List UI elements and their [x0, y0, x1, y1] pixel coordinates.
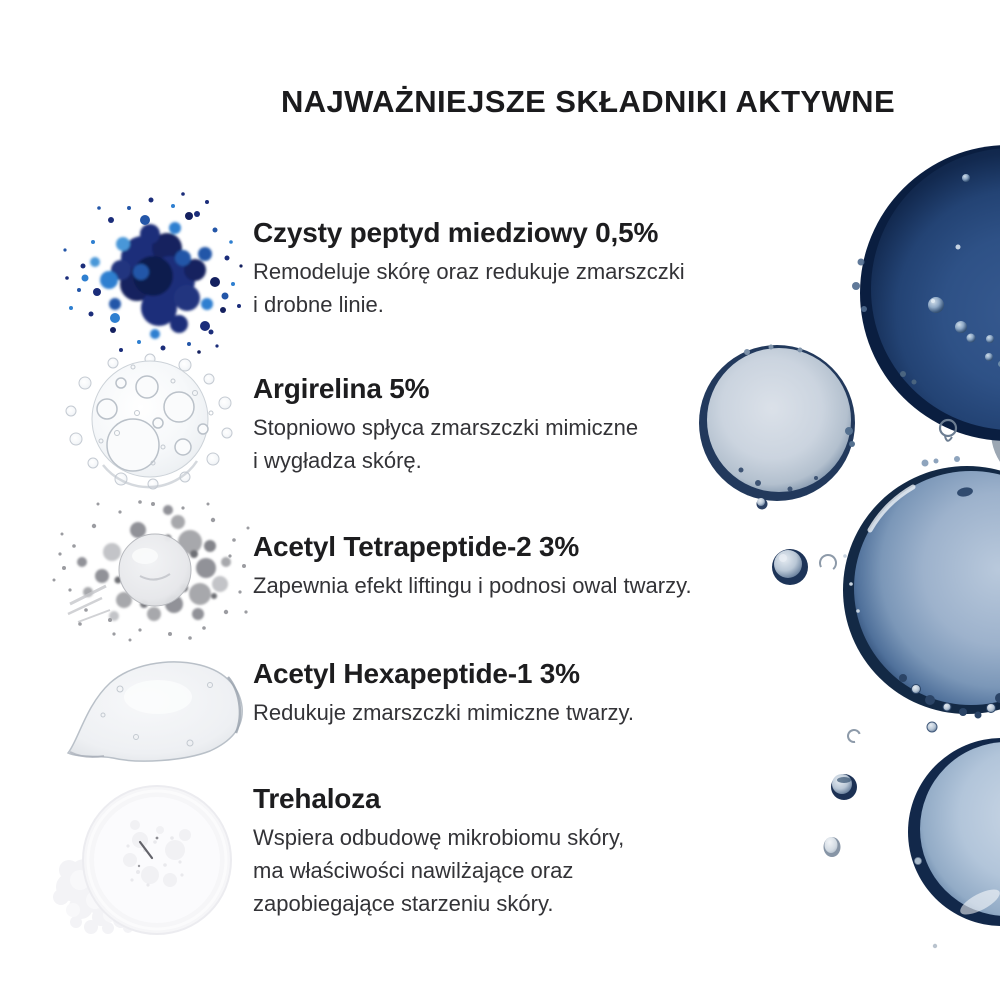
bubble-middle-right — [843, 456, 1000, 719]
bubble-middle-left — [699, 344, 855, 510]
ingredient-description: Redukuje zmarszczki mimiczne twarzy. — [253, 696, 753, 729]
bubble-top-right — [852, 145, 1000, 441]
ingredient-section-argireline: Argirelina 5% Stopniowo spłyca zmarszczk… — [253, 371, 753, 477]
white-powder-jar-image — [53, 785, 232, 935]
ingredient-section-hexapeptide: Acetyl Hexapeptide-1 3% Redukuje zmarszc… — [253, 656, 753, 729]
ingredient-section-copper-peptide: Czysty peptyd miedziowy 0,5% Remodeluje … — [253, 215, 753, 321]
ingredient-description: Wspiera odbudowę mikrobiomu skóry, ma wł… — [253, 821, 753, 920]
description-line: Wspiera odbudowę mikrobiomu skóry, — [253, 825, 625, 850]
ingredient-description: Zapewnia efekt liftingu i podnosi owal t… — [253, 569, 753, 602]
ingredient-heading: Argirelina 5% — [253, 373, 430, 404]
description-line: ma właściwości nawilżające oraz — [253, 858, 574, 883]
ingredient-section-trehalose: Trehaloza Wspiera odbudowę mikrobiomu sk… — [253, 781, 753, 920]
ingredient-section-tetrapeptide: Acetyl Tetrapeptide-2 3% Zapewnia efekt … — [253, 529, 753, 602]
description-line: i drobne linie. — [253, 292, 384, 317]
description-line: i wygładza skórę. — [253, 448, 422, 473]
ingredient-heading: Trehaloza — [253, 783, 381, 814]
clear-gel-bubble-image — [65, 353, 233, 490]
grey-powder-pearl-image — [52, 500, 250, 642]
description-line: Stopniowo spłyca zmarszczki mimiczne — [253, 415, 639, 440]
description-line: zapobiegające starzeniu skóry. — [253, 891, 554, 916]
small-droplets — [772, 418, 958, 949]
description-line: Redukuje zmarszczki mimiczne twarzy. — [253, 700, 635, 725]
powder-specks — [63, 192, 243, 354]
description-line: Zapewnia efekt liftingu i podnosi owal t… — [253, 573, 692, 598]
description-line: Remodeluje skórę oraz redukuje zmarszczk… — [253, 259, 685, 284]
ingredient-heading: Acetyl Tetrapeptide-2 3% — [253, 531, 580, 562]
powder-streaks — [67, 584, 111, 623]
ingredient-heading: Acetyl Hexapeptide-1 3% — [253, 658, 580, 689]
blue-copper-peptide-powder-image — [63, 192, 243, 354]
clear-gel-drop-image — [66, 661, 243, 762]
ingredient-heading: Czysty peptyd miedziowy 0,5% — [253, 217, 659, 248]
bubble-bottom-right — [908, 738, 1000, 926]
ingredient-description: Remodeluje skórę oraz redukuje zmarszczk… — [253, 255, 753, 321]
page-title: NAJWAŻNIEJSZE SKŁADNIKI AKTYWNE — [280, 84, 896, 119]
ingredient-description: Stopniowo spłyca zmarszczki mimiczne i w… — [253, 411, 753, 477]
